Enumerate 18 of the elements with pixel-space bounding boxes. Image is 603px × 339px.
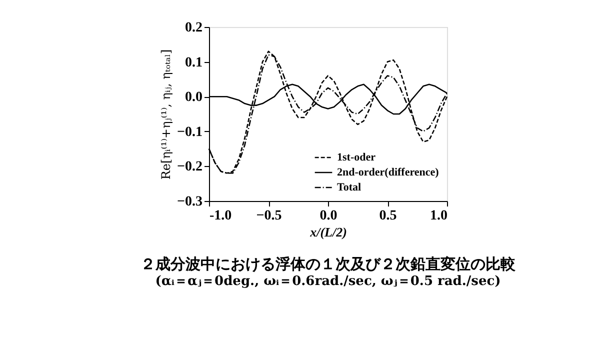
y-axis-title: Re[ηᵢ⁽¹⁾+ηⱼ⁽¹⁾, ηᵢⱼ, ηₜₒₜₐₗ] — [159, 49, 174, 180]
text: ２成分波中における浮体の１次及び２次鉛直変位の比較 — [140, 255, 516, 273]
x-tick-label: -1.0 — [210, 208, 232, 224]
y-tick-label: −0.2 — [177, 160, 202, 175]
y-tick-label: −0.1 — [177, 124, 202, 140]
x-tick-label: 0.5 — [379, 208, 397, 224]
y-tick-label: 0.0 — [185, 90, 202, 106]
y-tick-label: 0.2 — [185, 20, 202, 36]
legend-label: 1st-oder — [337, 152, 376, 164]
text: (αᵢ＝αⱼ＝0deg., ωᵢ＝0.6rad./sec, ωⱼ＝0.5 rad./sec) — [155, 274, 501, 289]
y-tick-label: 0.1 — [185, 55, 202, 70]
legend-label: 2nd-order(difference) — [337, 166, 440, 178]
x-tick-label: −0.5 — [256, 208, 282, 224]
x-tick-label: 0.0 — [320, 208, 338, 224]
x-axis-title: x/(L/2) — [309, 224, 347, 240]
x-tick-label: 1.0 — [430, 208, 448, 224]
y-tick-label: −0.3 — [177, 194, 202, 210]
legend-label: Total — [337, 182, 362, 194]
